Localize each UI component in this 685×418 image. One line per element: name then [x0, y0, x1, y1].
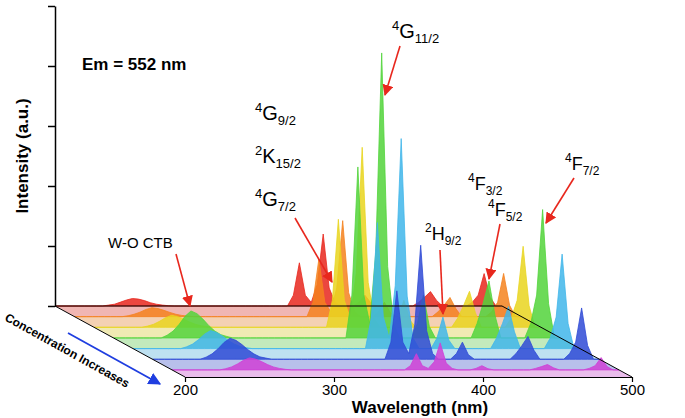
- spectrum-area: [153, 245, 600, 359]
- annotation-base: K: [262, 145, 276, 167]
- annotation-arrow: [385, 46, 400, 95]
- y-tick: [48, 66, 55, 67]
- annotation: 2K15/2: [255, 143, 301, 171]
- annotation-sub: 15/2: [276, 156, 301, 171]
- spectrum-area: [55, 234, 502, 306]
- annotation-base: G: [262, 102, 278, 124]
- x-tick-label: 500: [620, 381, 645, 398]
- y-tick: [48, 186, 55, 187]
- annotation-base: F: [495, 200, 506, 220]
- y-tick: [48, 6, 55, 7]
- frame-edge: [55, 306, 185, 377]
- x-tick: 200: [173, 377, 198, 398]
- annotation: Em = 552 nm: [82, 55, 186, 74]
- y-axis-title: Intensity (a.u.): [13, 98, 32, 213]
- plot-area: [55, 53, 632, 377]
- y-tick-mark: [48, 186, 55, 188]
- x-tick: 300: [322, 377, 347, 398]
- chart-container: 200 300 400 500 Wavelength (nm) Intensity (a.…: [0, 0, 685, 418]
- y-axis: [48, 7, 56, 307]
- annotation-sup: 4: [255, 100, 262, 115]
- annotation: 4G7/2: [255, 186, 296, 214]
- annotation-sub: 9/2: [278, 113, 296, 128]
- x-axis-title: Wavelength (nm): [352, 398, 488, 417]
- x-tick-label: 300: [322, 381, 347, 398]
- annotation: 4G11/2: [392, 18, 439, 46]
- annotation-arrow: [176, 254, 190, 306]
- annotation: 4F3/2: [468, 171, 503, 198]
- annotation: 2H9/2: [425, 221, 462, 248]
- annotation-base: F: [572, 154, 583, 174]
- annotation-sup: 2: [255, 143, 262, 158]
- y-tick-mark: [48, 6, 55, 8]
- depth-arrow: [68, 333, 160, 384]
- spectrum-area: [133, 139, 580, 349]
- annotation-arrow: [440, 250, 443, 314]
- y-tick-mark: [48, 246, 55, 248]
- annotation-sup: 4: [392, 18, 399, 33]
- spectrum-area: [94, 147, 541, 327]
- annotation: W-O CTB: [108, 234, 173, 251]
- annotation-sub: 3/2: [486, 184, 503, 198]
- x-tick-label: 400: [471, 381, 496, 398]
- y-axis-line: [55, 7, 57, 307]
- y-tick: [48, 126, 55, 127]
- x-axis: 200 300 400 500: [173, 377, 645, 398]
- annotation: 4G9/2: [255, 100, 296, 128]
- x-axis-line: [186, 377, 633, 378]
- annotation-base: G: [262, 188, 278, 210]
- annotation-arrow: [295, 218, 332, 282]
- chart-svg: 200 300 400 500 Wavelength (nm) Intensity (a.…: [0, 0, 685, 418]
- annotation-sup: 4: [255, 186, 262, 201]
- annotation-base: G: [399, 20, 415, 42]
- x-tick-label: 200: [173, 381, 198, 398]
- y-tick: [48, 246, 55, 247]
- annotation-sub: 7/2: [278, 199, 296, 214]
- floor-ribbon: [172, 370, 632, 377]
- y-tick-mark: [48, 66, 55, 68]
- frame-edge: [502, 306, 632, 377]
- frame-edge: [55, 306, 502, 307]
- annotation-arrow: [546, 178, 574, 223]
- annotation-arrow: [489, 224, 500, 279]
- annotation-base: F: [475, 174, 486, 194]
- y-tick-mark: [48, 126, 55, 128]
- y-tick: [48, 306, 55, 307]
- spectrum-area: [114, 53, 561, 338]
- y-tick-mark: [48, 306, 55, 308]
- annotation-sub: 11/2: [415, 31, 439, 46]
- annotation: 4F7/2: [565, 151, 600, 178]
- x-tick: 400: [471, 377, 496, 398]
- annotation-sub: 5/2: [506, 210, 523, 224]
- spectrum-area: [75, 221, 522, 317]
- spectrum-area: [172, 343, 619, 370]
- annotation-sub: 7/2: [583, 164, 600, 178]
- annotation-sub: 9/2: [445, 234, 462, 248]
- depth-axis-title: Concentration Increases: [3, 310, 133, 390]
- annotation-base: H: [432, 224, 445, 244]
- x-tick: 500: [620, 377, 645, 398]
- annotation: 4F5/2: [488, 197, 523, 224]
